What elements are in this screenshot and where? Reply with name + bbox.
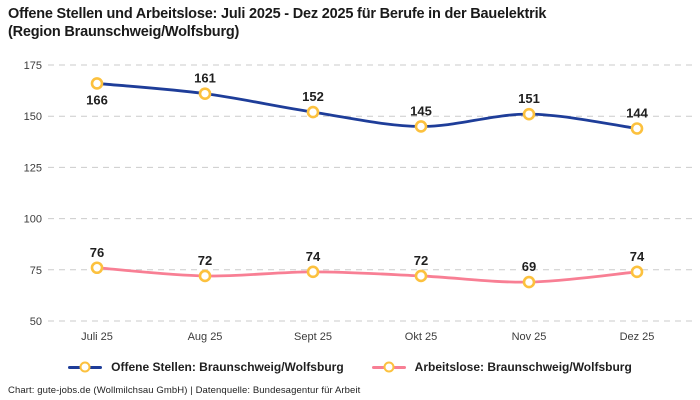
arbeitslose-value-label-Sept 25: 74 xyxy=(306,249,321,264)
x-axis-tick-3: Sept 25 xyxy=(294,331,332,343)
offene-stellen-point-Dez 25[interactable] xyxy=(630,122,644,135)
y-axis-tick-75: 75 xyxy=(30,265,42,277)
offene-stellen-point-Okt 25[interactable] xyxy=(414,120,428,133)
y-axis-tick-175: 175 xyxy=(24,60,42,72)
chart-legend: Offene Stellen: Braunschweig/Wolfsburg A… xyxy=(0,360,700,374)
arbeitslose-point-Sept 25[interactable] xyxy=(306,265,320,279)
arbeitslose-value-label-Aug 25: 72 xyxy=(198,253,212,268)
legend-label-offene-stellen: Offene Stellen: Braunschweig/Wolfsburg xyxy=(111,360,344,374)
offene-stellen-value-label-Aug 25: 161 xyxy=(194,71,216,86)
marker-ring-icon xyxy=(383,361,395,373)
x-axis-tick-4: Okt 25 xyxy=(405,331,437,343)
arbeitslose-value-label-Okt 25: 72 xyxy=(414,253,428,268)
arbeitslose-point-Juli 25[interactable] xyxy=(90,261,104,275)
x-axis-tick-5: Nov 25 xyxy=(512,331,547,343)
x-axis-tick-6: Dez 25 xyxy=(620,331,655,343)
arbeitslose-value-label-Dez 25: 74 xyxy=(630,249,645,264)
offene-stellen-value-label-Juli 25: 166 xyxy=(86,92,108,107)
offene-stellen-value-label-Dez 25: 144 xyxy=(626,105,648,120)
offene-stellen-value-label-Okt 25: 145 xyxy=(410,103,432,118)
legend-item-offene-stellen[interactable]: Offene Stellen: Braunschweig/Wolfsburg xyxy=(68,360,344,374)
y-axis-tick-150: 150 xyxy=(24,111,42,123)
chart-title-line2: (Region Braunschweig/Wolfsburg) xyxy=(8,24,240,41)
x-axis-tick-2: Aug 25 xyxy=(188,331,223,343)
chart-title: Offene Stellen und Arbeitslose: Juli 202… xyxy=(8,5,692,42)
offene-stellen-point-Sept 25[interactable] xyxy=(306,105,320,119)
offene-stellen-point-Nov 25[interactable] xyxy=(522,107,536,121)
offene-stellen-point-Aug 25[interactable] xyxy=(198,87,212,100)
offene-stellen-line-icon xyxy=(68,361,103,373)
arbeitslose-value-label-Nov 25: 69 xyxy=(522,259,536,274)
arbeitslose-point-Nov 25[interactable] xyxy=(522,275,536,289)
arbeitslose-point-Aug 25[interactable] xyxy=(198,269,212,283)
arbeitslose-point-Okt 25[interactable] xyxy=(414,269,428,283)
arbeitslose-value-label-Juli 25: 76 xyxy=(90,245,104,260)
arbeitslose-line xyxy=(95,266,639,284)
y-axis-tick-50: 50 xyxy=(30,316,42,328)
offene-stellen-value-label-Sept 25: 152 xyxy=(302,89,324,104)
marker-ring-icon xyxy=(79,361,91,373)
offene-stellen-point-Juli 25[interactable] xyxy=(90,77,104,90)
arbeitslose-point-Dez 25[interactable] xyxy=(630,265,644,279)
offene-stellen-line xyxy=(95,82,639,130)
legend-item-arbeitslose[interactable]: Arbeitslose: Braunschweig/Wolfsburg xyxy=(371,360,632,374)
legend-label-arbeitslose: Arbeitslose: Braunschweig/Wolfsburg xyxy=(414,360,632,374)
chart-attribution: Chart: gute-jobs.de (Wollmilchsau GmbH) … xyxy=(8,385,361,396)
x-axis-tick-1: Juli 25 xyxy=(81,331,113,343)
y-axis-tick-125: 125 xyxy=(24,162,42,174)
offene-stellen-value-label-Nov 25: 151 xyxy=(518,91,540,106)
chart-title-line1: Offene Stellen und Arbeitslose: Juli 202… xyxy=(8,6,547,22)
arbeitslose-line-icon xyxy=(371,361,406,373)
y-axis-tick-100: 100 xyxy=(24,214,42,226)
